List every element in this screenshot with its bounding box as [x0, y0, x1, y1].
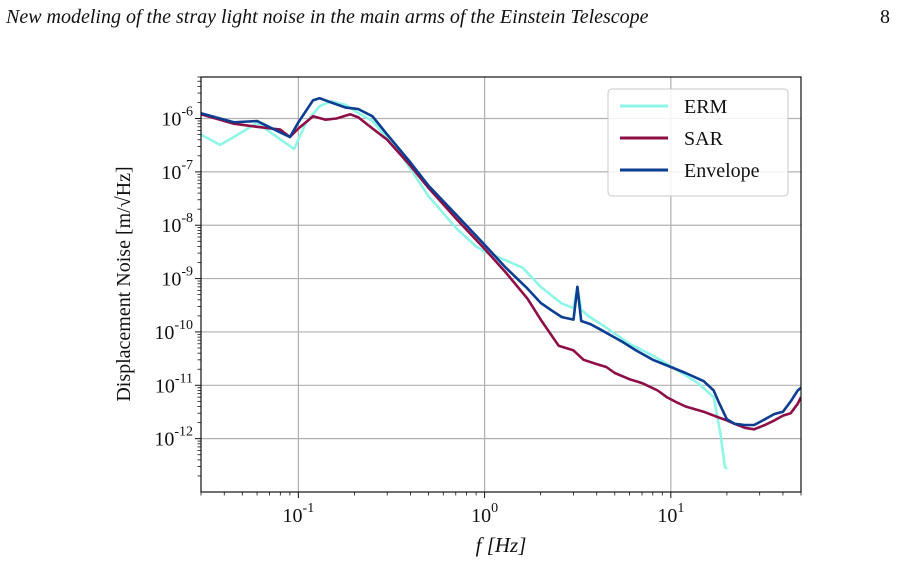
y-tick-label: 10-10 [154, 318, 193, 344]
y-tick-label: 10-6 [161, 105, 193, 131]
y-tick-label: 10-11 [155, 371, 193, 397]
y-tick-label: 10-8 [161, 211, 193, 237]
y-tick-label: 10-12 [154, 425, 193, 451]
legend-label-erm: ERM [684, 96, 728, 118]
x-tick-base: 10 [471, 505, 491, 527]
y-tick-exponent: -8 [181, 211, 193, 226]
x-tick-exponent: -1 [303, 501, 315, 516]
series-layer [201, 96, 801, 470]
x-tick-base: 10 [283, 505, 303, 527]
y-tick-exponent: -11 [175, 371, 193, 386]
legend-label-envelope: Envelope [684, 160, 760, 182]
x-tick-exponent: 0 [491, 501, 498, 516]
y-tick-base: 10 [155, 375, 175, 397]
plot-frame [200, 76, 802, 493]
y-tick-label: 10-9 [161, 265, 193, 291]
legend: ERM SAR Envelope [607, 88, 789, 197]
y-tick-exponent: -9 [181, 265, 193, 280]
running-header: New modeling of the stray light noise in… [6, 2, 894, 36]
x-tick-label: 100 [471, 501, 498, 527]
series-line-envelope [201, 96, 801, 427]
y-tick-exponent: -12 [174, 425, 193, 440]
y-tick-base: 10 [161, 215, 181, 237]
y-tick-exponent: -6 [181, 105, 193, 120]
axis-ticks [195, 76, 802, 498]
y-axis-label: Displacement Noise [m/√Hz] [113, 166, 135, 401]
legend-label-sar: SAR [684, 128, 724, 150]
page-number: 8 [880, 6, 890, 28]
y-tick-exponent: -7 [181, 158, 193, 173]
y-tick-base: 10 [161, 269, 181, 291]
y-tick-exponent: -10 [174, 318, 193, 333]
series-line-sar [201, 113, 801, 431]
y-tick-base: 10 [161, 162, 181, 184]
y-tick-base: 10 [154, 429, 174, 451]
x-tick-label: 101 [657, 501, 684, 527]
x-tick-label: 10-1 [283, 501, 315, 527]
x-tick-base: 10 [657, 505, 677, 527]
x-tick-exponent: 1 [677, 501, 684, 516]
x-axis-label-text: f [Hz] [476, 533, 527, 557]
paper-running-title: New modeling of the stray light noise in… [6, 6, 649, 28]
y-tick-base: 10 [154, 322, 174, 344]
y-tick-label: 10-7 [161, 158, 193, 184]
y-tick-base: 10 [161, 109, 181, 131]
tick-labels: 10-1 100 10110-610-710-810-910-1010-1110-1… [154, 105, 684, 527]
x-axis-label: f [Hz] [476, 533, 527, 557]
